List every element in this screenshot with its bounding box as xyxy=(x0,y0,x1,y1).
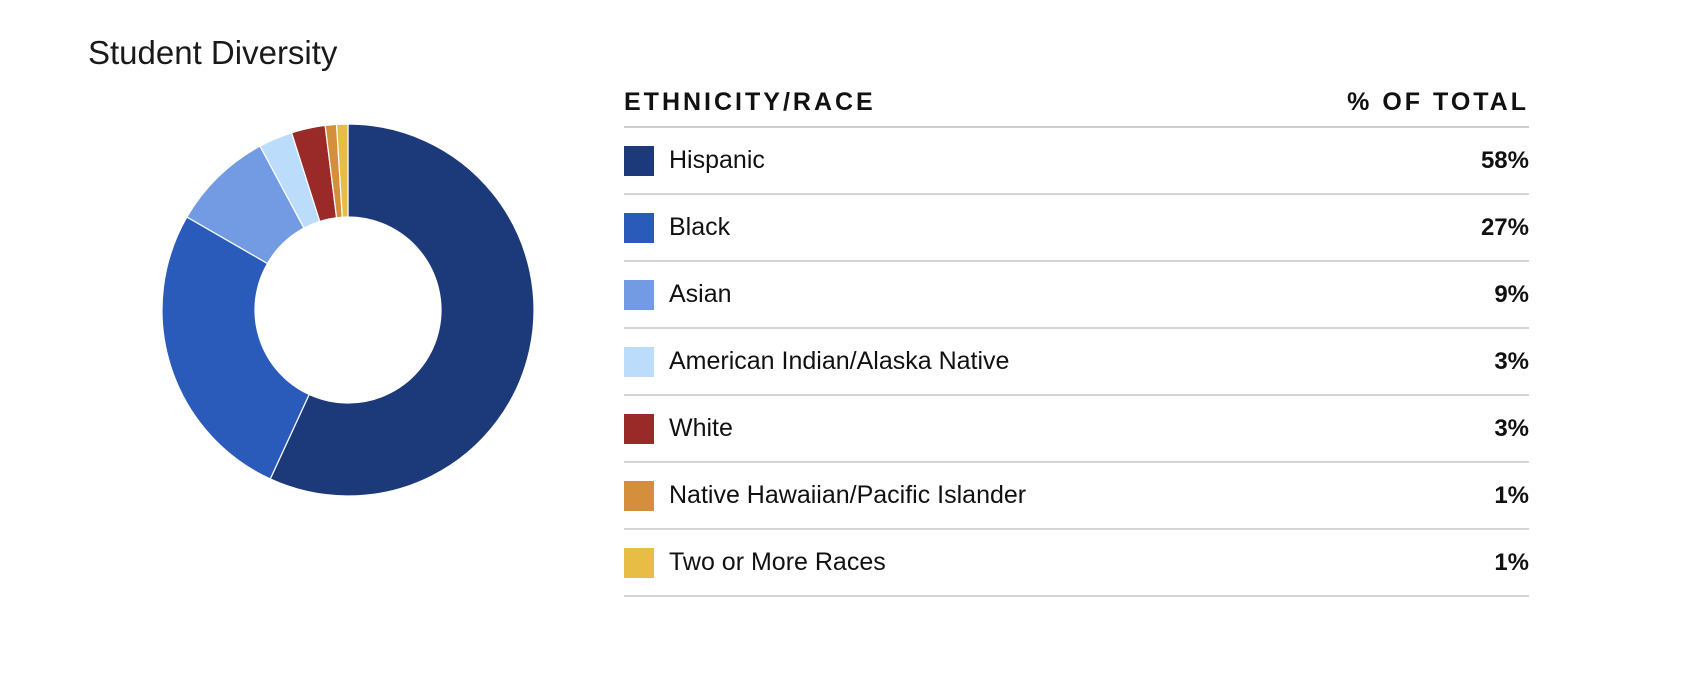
legend-row: Black 27% xyxy=(624,195,1529,262)
legend-swatch xyxy=(624,145,654,176)
legend-table: ETHNICITY/RACE % OF TOTAL Hispanic 58% Bla… xyxy=(624,78,1529,597)
legend-value: 58% xyxy=(1480,146,1529,174)
donut-slice-black xyxy=(161,216,310,480)
legend-swatch xyxy=(624,279,654,310)
legend-row: Hispanic 58% xyxy=(624,128,1529,195)
column-header-percent: % OF TOTAL xyxy=(1347,87,1529,116)
legend-value: 27% xyxy=(1480,213,1529,241)
column-header-ethnicity: ETHNICITY/RACE xyxy=(624,87,876,116)
chart-title: Student Diversity xyxy=(88,34,338,71)
legend-label: Asian xyxy=(669,280,732,308)
legend-label: Black xyxy=(669,213,731,241)
legend-row: Asian 9% xyxy=(624,262,1529,329)
legend-table-body: Hispanic 58% Black 27% Asian 9% American India… xyxy=(624,128,1529,597)
donut-chart-svg xyxy=(161,123,535,497)
legend-swatch xyxy=(624,346,654,377)
legend-value: 3% xyxy=(1494,414,1529,442)
legend-label: Hispanic xyxy=(669,146,765,174)
legend-value: 1% xyxy=(1494,548,1529,576)
legend-table-header: ETHNICITY/RACE % OF TOTAL xyxy=(624,78,1529,128)
legend-label: American Indian/Alaska Native xyxy=(669,347,1010,375)
legend-swatch xyxy=(624,480,654,511)
legend-swatch xyxy=(624,547,654,578)
donut-chart xyxy=(160,122,540,502)
legend-row: Native Hawaiian/Pacific Islander 1% xyxy=(624,463,1529,530)
legend-value: 9% xyxy=(1494,280,1529,308)
legend-label: Native Hawaiian/Pacific Islander xyxy=(669,481,1027,509)
legend-label: Two or More Races xyxy=(669,548,886,576)
legend-label: White xyxy=(669,414,733,442)
donut-slice-hispanic xyxy=(269,123,535,497)
donut-slice-two-or-more-races xyxy=(335,123,349,218)
legend-swatch xyxy=(624,413,654,444)
legend-row: American Indian/Alaska Native 3% xyxy=(624,329,1529,396)
legend-value: 1% xyxy=(1494,481,1529,509)
legend-row: Two or More Races 1% xyxy=(624,530,1529,597)
legend-swatch xyxy=(624,212,654,243)
legend-row: White 3% xyxy=(624,396,1529,463)
legend-value: 3% xyxy=(1494,347,1529,375)
